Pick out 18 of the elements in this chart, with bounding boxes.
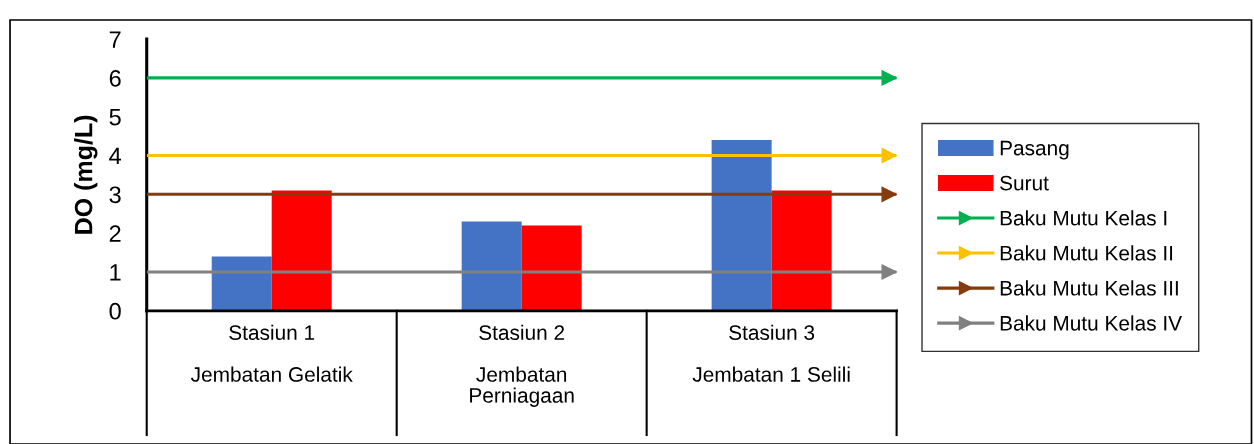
y-tick-label: 4 xyxy=(109,147,122,165)
legend-label: Baku Mutu Kelas III xyxy=(1000,280,1178,296)
y-tick-label: 0 xyxy=(109,302,121,320)
y-tick-label: 6 xyxy=(109,69,121,87)
y-tick-label: 3 xyxy=(109,186,121,204)
legend-label: Baku Mutu Kelas I xyxy=(1000,210,1167,226)
category-label: Stasiun 3 Jembatan 1 Selili xyxy=(692,324,850,382)
category-label: Stasiun 2 Jembatan Perniagaan xyxy=(470,324,574,407)
legend-label: Baku Mutu Kelas II xyxy=(1000,245,1173,261)
legend-label: Pasang xyxy=(1000,140,1069,160)
legend-label: Baku Mutu Kelas IV xyxy=(1000,315,1182,331)
y-tick-label: 7 xyxy=(109,31,121,48)
y-tick-label: 2 xyxy=(109,225,121,242)
y-axis-title: DO (mg/L) xyxy=(74,115,98,234)
y-tick-label: 5 xyxy=(109,109,121,126)
legend-label: Surut xyxy=(1000,175,1049,191)
y-tick-label: 1 xyxy=(110,264,121,281)
category-label: Stasiun 1 Jembatan Gelatik xyxy=(190,324,353,382)
